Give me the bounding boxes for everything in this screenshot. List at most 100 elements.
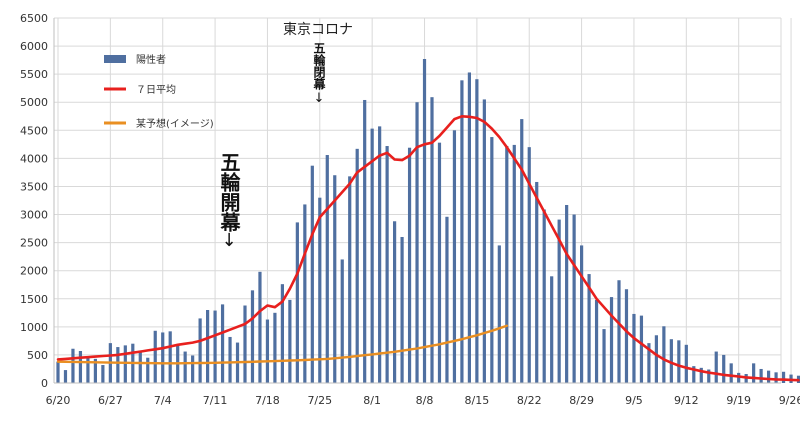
bar — [624, 289, 629, 383]
x-tick-label: 7/25 — [307, 394, 332, 407]
bar — [318, 197, 322, 383]
bar — [288, 299, 292, 383]
y-tick-label: 5000 — [20, 96, 48, 109]
bar — [430, 97, 434, 383]
bar — [692, 366, 696, 383]
bar — [153, 330, 157, 383]
y-tick-label: 500 — [27, 349, 48, 362]
bar — [617, 280, 621, 383]
x-tick-label: 9/26 — [779, 394, 800, 407]
y-tick-label: 2000 — [20, 265, 48, 278]
x-tick-label: 9/12 — [674, 394, 699, 407]
bar — [355, 148, 359, 383]
bar — [228, 336, 232, 383]
y-tick-label: 1500 — [20, 293, 48, 306]
bar — [505, 146, 509, 383]
annotation-closing: 五輪閉幕 ↓ — [312, 42, 326, 106]
bar — [550, 276, 554, 383]
bar — [93, 358, 97, 383]
bar — [213, 310, 217, 383]
tick-labels: 0 500 1000 1500 2000 2500 3000 3500 4000 4500 5000… — [20, 12, 800, 407]
bar — [565, 204, 569, 383]
bar — [707, 369, 711, 383]
bar — [340, 259, 344, 383]
bar — [759, 368, 763, 383]
y-tick-label: 2500 — [20, 237, 48, 250]
bar — [737, 372, 741, 383]
bar — [587, 274, 591, 383]
bar — [714, 351, 718, 383]
y-tick-label: 1000 — [20, 321, 48, 334]
bar — [168, 331, 172, 383]
bar — [146, 357, 150, 383]
bar — [370, 128, 374, 383]
bar — [206, 310, 210, 383]
y-tick-label: 6500 — [20, 12, 48, 25]
bar — [348, 176, 352, 383]
bar — [572, 214, 576, 383]
y-tick-label: 0 — [41, 377, 48, 390]
bar — [647, 343, 651, 383]
legend-label-seven-day-avg: ７日平均 — [136, 84, 176, 96]
bar — [722, 354, 726, 383]
x-tick-label: 8/22 — [517, 394, 542, 407]
bar — [333, 175, 337, 383]
bar — [781, 371, 786, 383]
y-tick-label: 6000 — [20, 40, 48, 53]
bar — [63, 370, 68, 383]
bar — [280, 284, 284, 383]
bar — [520, 119, 524, 384]
bar — [400, 237, 404, 383]
legend-swatch-positive — [104, 55, 126, 63]
bar — [325, 155, 329, 383]
bar — [542, 209, 546, 383]
bar — [557, 219, 561, 383]
bar — [602, 329, 606, 383]
bar — [198, 318, 202, 383]
y-tick-label: 3000 — [20, 209, 48, 222]
bar — [116, 347, 120, 383]
bar — [273, 312, 277, 383]
bar — [669, 339, 673, 383]
bar — [161, 332, 165, 383]
bar-series — [56, 58, 800, 384]
line-forecast — [56, 324, 508, 365]
bar — [639, 315, 644, 383]
bar — [632, 313, 636, 383]
bar — [78, 350, 83, 383]
bar — [467, 72, 471, 383]
bar — [699, 367, 703, 383]
axes — [53, 18, 781, 384]
annotation-opening-arrow: ↓ — [221, 230, 236, 251]
bar — [183, 351, 187, 383]
x-tick-label: 6/20 — [46, 394, 71, 407]
bar — [452, 130, 457, 383]
bar — [437, 142, 442, 383]
bar — [303, 204, 307, 383]
x-tick-label: 9/5 — [625, 394, 643, 407]
bar — [378, 126, 382, 383]
bar — [422, 58, 427, 383]
bar — [310, 165, 314, 383]
bar — [475, 79, 479, 383]
bar — [729, 363, 733, 383]
bar — [138, 350, 142, 383]
bar — [497, 245, 501, 383]
bar — [512, 144, 516, 383]
annotation-opening: 五輪開幕 ↓ — [217, 152, 241, 251]
grid — [54, 17, 792, 384]
legend: 陽性者 ７日平均 某予想(イメージ) — [104, 53, 214, 130]
line-seven-day-avg — [56, 115, 800, 382]
bar — [123, 345, 127, 383]
bar — [527, 147, 531, 383]
bar — [101, 365, 105, 383]
y-tick-label: 5500 — [20, 68, 48, 81]
x-tick-label: 7/11 — [203, 394, 228, 407]
bar — [654, 335, 658, 383]
y-tick-label: 4500 — [20, 124, 48, 137]
bar — [265, 319, 270, 383]
bar — [752, 363, 756, 383]
chart-title: 東京コロナ — [283, 22, 353, 38]
